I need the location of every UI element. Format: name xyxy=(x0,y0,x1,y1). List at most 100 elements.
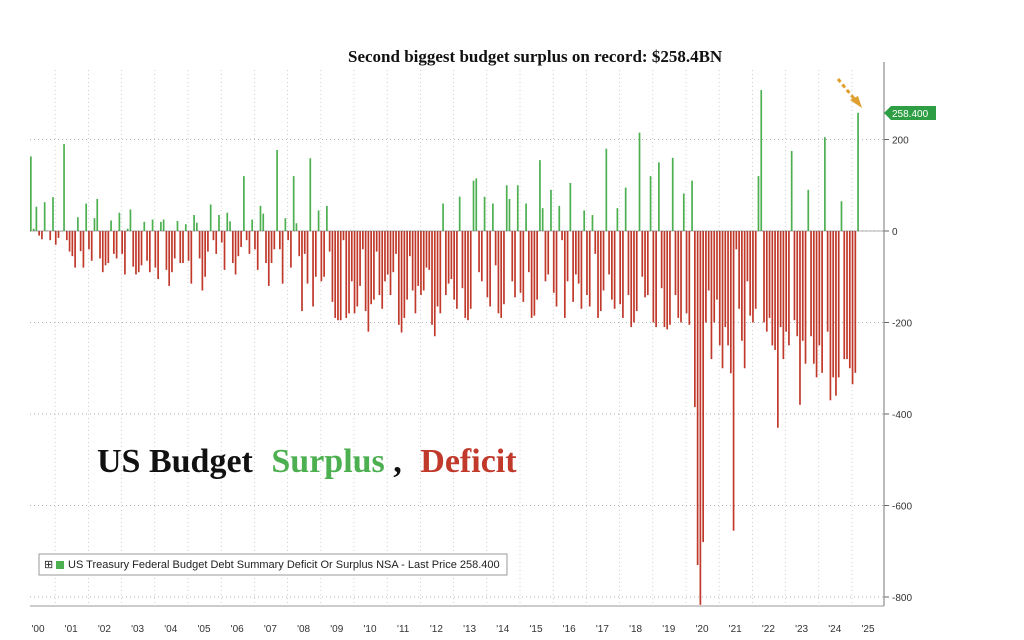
deficit-bar xyxy=(843,231,846,360)
deficit-bar xyxy=(588,231,591,307)
surplus-bar xyxy=(93,218,96,231)
surplus-bar xyxy=(43,202,46,231)
deficit-bar xyxy=(323,231,325,277)
deficit-bar xyxy=(453,231,455,300)
surplus-bar xyxy=(196,222,198,231)
title-part-surplus: Surplus xyxy=(271,443,384,480)
annotation-arrow xyxy=(836,78,862,108)
surplus-bar xyxy=(492,203,494,231)
deficit-bar xyxy=(685,231,688,314)
deficit-bar xyxy=(597,231,599,318)
deficit-bar xyxy=(851,231,854,385)
surplus-bar xyxy=(539,160,541,231)
deficit-bar xyxy=(613,231,616,309)
deficit-bar xyxy=(721,231,724,369)
deficit-bar xyxy=(699,231,702,605)
x-tick-label: '17 xyxy=(596,624,609,635)
deficit-bar xyxy=(57,231,60,238)
surplus-bar xyxy=(276,150,278,231)
deficit-bar xyxy=(348,231,350,314)
deficit-bar xyxy=(364,231,367,312)
deficit-bar xyxy=(433,231,436,337)
deficit-bar xyxy=(345,231,348,318)
deficit-bar xyxy=(187,231,190,261)
deficit-bar xyxy=(362,231,364,250)
deficit-bar xyxy=(829,231,832,401)
surplus-bar xyxy=(35,206,38,231)
deficit-bar xyxy=(422,231,425,291)
deficit-bar xyxy=(586,231,588,296)
x-tick-label: '02 xyxy=(98,624,111,635)
surplus-bar xyxy=(129,209,132,231)
deficit-bar xyxy=(41,231,43,240)
deficit-bar xyxy=(815,231,818,378)
deficit-bar xyxy=(835,231,837,396)
deficit-bar xyxy=(279,231,281,250)
deficit-bar xyxy=(771,231,774,346)
x-tick-label: '10 xyxy=(363,624,376,635)
deficit-bar xyxy=(403,231,406,318)
surplus-bar xyxy=(658,162,660,232)
x-tick-label: '22 xyxy=(762,624,775,635)
deficit-bar xyxy=(746,231,749,282)
surplus-bar xyxy=(442,203,444,231)
deficit-bar xyxy=(522,231,525,302)
deficit-bar xyxy=(146,231,148,261)
deficit-bar xyxy=(207,231,209,252)
deficit-bar xyxy=(201,231,204,291)
deficit-bar xyxy=(198,231,201,259)
surplus-bar xyxy=(262,213,265,232)
deficit-bar xyxy=(763,231,765,323)
deficit-bar xyxy=(716,231,718,300)
y-tick-label: -600 xyxy=(892,502,912,513)
deficit-bar xyxy=(113,231,115,254)
surplus-bar xyxy=(569,182,572,231)
deficit-bar xyxy=(190,231,193,284)
surplus-bar xyxy=(649,176,652,231)
y-axis: 200 0 -200 -400 -600 -800 xyxy=(883,62,912,606)
deficit-bar xyxy=(611,231,613,300)
surplus-bar xyxy=(151,219,154,231)
title-part-us-budget: US Budget xyxy=(97,443,254,480)
surplus-bar xyxy=(472,180,475,232)
grid xyxy=(30,70,884,606)
x-tick-label: '25 xyxy=(861,624,874,635)
deficit-bar xyxy=(428,231,431,270)
surplus-bar xyxy=(508,198,511,231)
deficit-bar xyxy=(666,231,669,330)
deficit-bar xyxy=(115,231,118,259)
deficit-bar xyxy=(270,231,273,264)
deficit-bar xyxy=(414,231,417,314)
deficit-bar xyxy=(420,231,422,296)
deficit-bar xyxy=(447,231,450,284)
deficit-bar xyxy=(367,231,370,332)
chart-title: US Budget Surplus , Deficit xyxy=(97,443,517,480)
surplus-annotation: Second biggest budget surplus on record:… xyxy=(348,47,723,66)
deficit-bar xyxy=(464,231,467,318)
deficit-bar xyxy=(245,231,248,241)
deficit-bar xyxy=(417,231,420,286)
y-tick-label: -800 xyxy=(892,593,912,604)
x-tick-label: '12 xyxy=(430,624,443,635)
deficit-bar xyxy=(132,231,135,267)
deficit-bar xyxy=(320,231,323,282)
deficit-bar xyxy=(456,231,458,309)
deficit-bar xyxy=(677,231,680,318)
deficit-bar xyxy=(298,231,301,257)
deficit-bar xyxy=(461,231,464,289)
x-axis: '00 '01 '02 '03 '04 '05 '06 '07 '08 '09 '10 '11 '12 '… xyxy=(30,605,884,635)
deficit-bar xyxy=(519,231,522,293)
deficit-bar xyxy=(660,231,663,289)
deficit-bar xyxy=(702,231,704,543)
surplus-bar xyxy=(85,203,88,231)
deficit-bar xyxy=(350,231,353,282)
surplus-bar xyxy=(143,221,146,231)
deficit-bar xyxy=(810,231,812,337)
deficit-bar xyxy=(65,231,68,241)
deficit-bar xyxy=(635,231,638,312)
deficit-bar xyxy=(688,231,691,325)
deficit-bar xyxy=(846,231,848,360)
deficit-bar xyxy=(312,231,314,307)
deficit-bar xyxy=(397,231,400,325)
surplus-bar xyxy=(591,214,594,231)
